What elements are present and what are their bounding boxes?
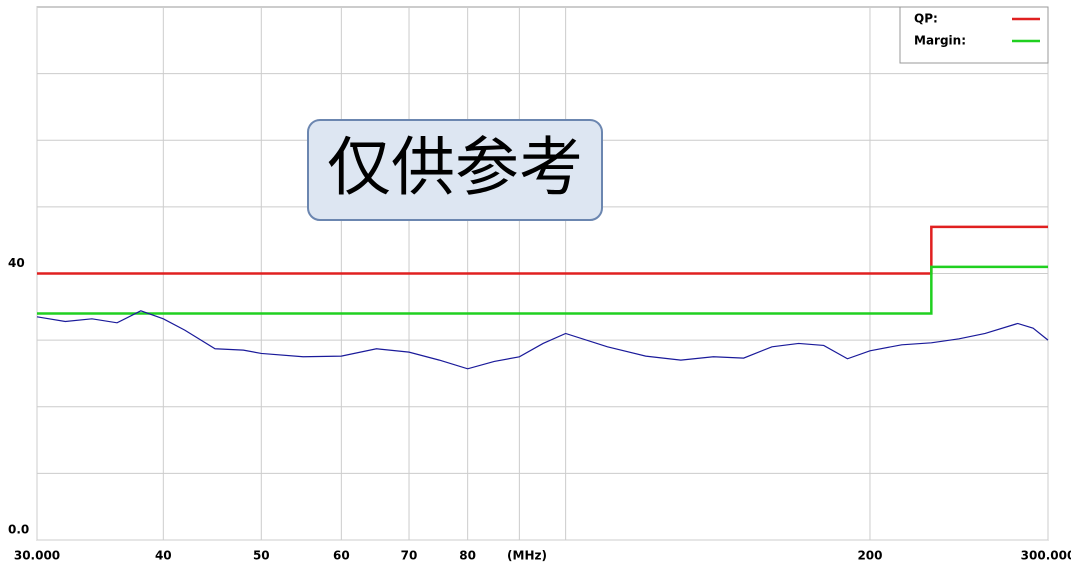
y-tick-label: 40 [8,256,25,270]
series-line [37,225,1048,275]
series-line [36,310,1049,370]
legend-label: Margin: [914,34,966,48]
x-tick-label: 80 [459,549,476,563]
x-tick-label: 40 [155,549,172,563]
y-tick-label: 0.0 [8,523,29,537]
x-tick-label: 200 [857,549,882,563]
series-line [37,265,1048,315]
x-tick-label: 300.000 [1021,549,1071,563]
x-tick-label: 70 [401,549,418,563]
watermark: 仅供参考 [327,132,583,206]
x-axis-unit: (MHz) [507,549,547,563]
x-tick-label: 50 [253,549,270,563]
x-tick-label: 30.000 [14,549,60,563]
legend-box [899,6,1049,64]
watermark-box [307,119,603,221]
legend-label: QP: [914,12,938,26]
x-tick-label: 60 [333,549,350,563]
